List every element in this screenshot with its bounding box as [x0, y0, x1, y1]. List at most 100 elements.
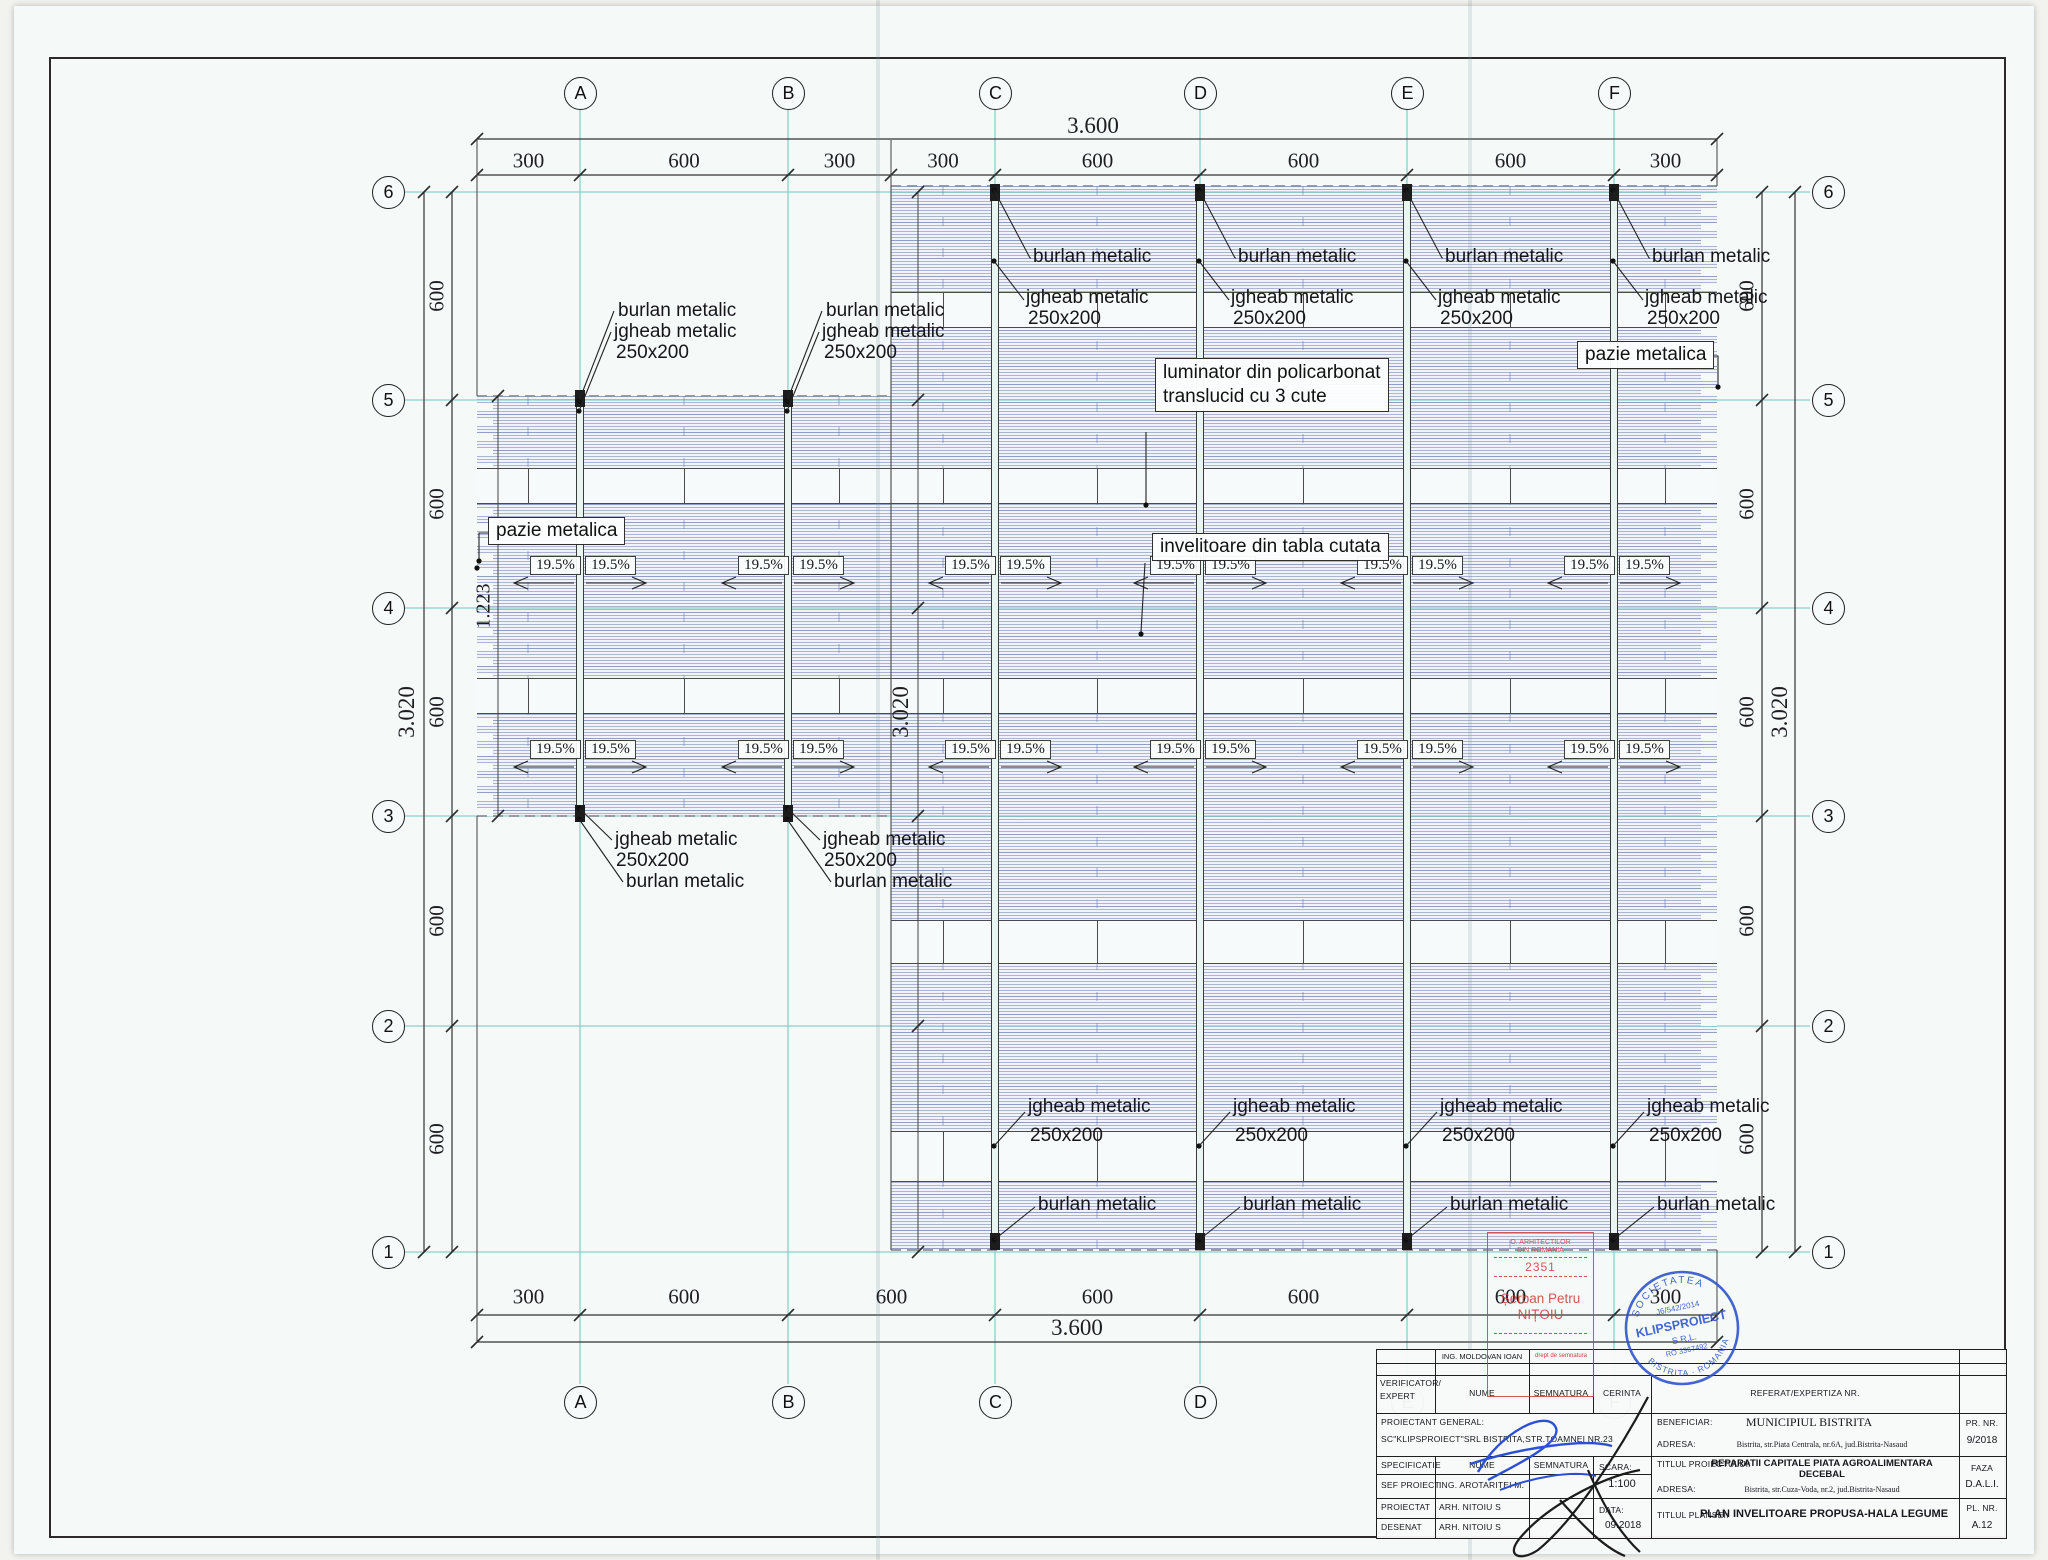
slope-label: 19.5%: [793, 740, 844, 759]
red-stamp-number: 2351: [1525, 1260, 1556, 1274]
blue-pen-signature-2: [1499, 1473, 1597, 1491]
pl-nr-label: PL. NR.: [1966, 1503, 1998, 1513]
slope-arrowhead-right: [839, 760, 856, 774]
dim-text-bottom-seg: 300: [1649, 1284, 1682, 1309]
band-divider: [1097, 1132, 1098, 1181]
band-divider: [943, 921, 944, 963]
data-label: DATA:: [1599, 1505, 1624, 1515]
adresa1-value: Bistrita, str.Piata Centrala, nr.6A, jud…: [1736, 1440, 1908, 1449]
slope-arrowhead-right: [1458, 576, 1475, 590]
verificator-label: VERIFICATOR/: [1380, 1378, 1442, 1388]
callout-jgheab-size-wing-bottom: 250x200: [616, 850, 689, 871]
callout-burlan-bottom: burlan metalic: [1657, 1194, 1776, 1215]
dim-text-top-seg: 300: [512, 148, 545, 173]
slope-label: 19.5%: [1564, 556, 1615, 575]
dim-text-top-seg: 600: [1287, 148, 1320, 173]
dim-tick: [1607, 168, 1621, 182]
slope-label: 19.5%: [945, 740, 996, 759]
band-divider: [1303, 1132, 1304, 1181]
leader: [1405, 260, 1437, 301]
band-divider: [1665, 293, 1666, 327]
faza-label: FAZA: [1970, 1463, 1994, 1473]
grid-bubble-left-4: 4: [372, 592, 405, 625]
dim-text-bottom-seg: 600: [1494, 1284, 1527, 1309]
dim-text-top-total: 3.600: [1067, 113, 1119, 138]
band-divider: [1303, 679, 1304, 713]
luminator-label-line1: luminator din policarbonat: [1163, 362, 1381, 383]
dim-tick: [445, 1019, 459, 1033]
dim-text-bottom-seg: 600: [875, 1284, 908, 1309]
leader: [786, 818, 832, 883]
dim-text-bottom-seg: 600: [1287, 1284, 1320, 1309]
dim-text-top-seg: 600: [1081, 148, 1114, 173]
pazie-label-left: pazie metalica: [488, 517, 626, 545]
dim-tick: [445, 601, 459, 615]
leader: [1405, 1206, 1448, 1241]
dim-tick: [911, 809, 925, 823]
leader: [578, 310, 615, 402]
callout-burlan-top: burlan metalic: [1652, 246, 1771, 267]
slope-arrowhead-right: [1665, 576, 1682, 590]
dim-tick: [445, 1245, 459, 1259]
band-divider: [1510, 921, 1511, 963]
desenat-label: DESENAT: [1381, 1522, 1422, 1532]
titlul-proiectului-2: DECEBAL: [1799, 1469, 1845, 1480]
band-divider: [1303, 921, 1304, 963]
leader-dot: [1143, 502, 1149, 508]
titlul-proiectului-1: REPARATII CAPITALE PIATA AGROALIMENTARA: [1711, 1458, 1933, 1469]
callout-burlan-top: burlan metalic: [1445, 246, 1564, 267]
proiectant-firm: SC"KLIPSPROIECT"SRL BISTRITA,STR.TOAMNEI…: [1381, 1434, 1613, 1444]
callout-jgheab-size-top: 250x200: [1028, 308, 1101, 329]
band-divider: [1510, 293, 1511, 327]
dim-text-top-seg: 300: [927, 148, 959, 173]
dim-tick: [1710, 132, 1724, 146]
slope-arrowhead-left: [512, 576, 529, 590]
callout-burlan-bottom: burlan metalic: [1243, 1194, 1362, 1215]
grid-bubble-right-1: 1: [1812, 1236, 1845, 1269]
callout-jgheab-top: jgheab metalic: [1231, 287, 1354, 308]
leader: [578, 818, 624, 883]
band-divider: [1510, 469, 1511, 503]
grid-bubble-left-3: 3: [372, 800, 405, 833]
slope-label: 19.5%: [1205, 740, 1256, 759]
dim-tick: [573, 1308, 587, 1322]
slope-arrowhead-left: [1546, 576, 1563, 590]
grid-bubble-left-1: 1: [372, 1236, 405, 1269]
slope-arrowhead-right: [1251, 576, 1268, 590]
callout-jgheab-size-wing-bottom: 250x200: [824, 850, 897, 871]
slope-arrowhead-left: [720, 576, 737, 590]
callout-jgheab-bottom: jgheab metalic: [1233, 1096, 1356, 1117]
titlul-proiectului-label: TITLUL PROIECTULUI:: [1657, 1459, 1751, 1469]
dim-tick: [573, 168, 587, 182]
red-stamp-name1: Șerban Petru: [1500, 1291, 1581, 1306]
callout-jgheab-wing-bottom: jgheab metalic: [823, 829, 946, 850]
slope-label: 19.5%: [1619, 556, 1670, 575]
slope-label: 19.5%: [530, 556, 581, 575]
leader: [1198, 189, 1236, 259]
band-divider: [1097, 921, 1098, 963]
grid-bubble-bottom-B: B: [772, 1386, 805, 1419]
leader: [993, 1206, 1036, 1241]
slope-arrowhead-left: [1132, 760, 1149, 774]
callout-jgheab-size-bottom: 250x200: [1442, 1125, 1515, 1146]
callout-jgheab-size-bottom: 250x200: [1030, 1125, 1103, 1146]
dim-tick: [445, 809, 459, 823]
data-value: 09.2018: [1605, 1520, 1642, 1531]
company-blue-stamp: SOCIETATEA J6/542/2014 KLIPSPROIECT S.R.…: [1624, 1269, 1740, 1386]
band-divider: [528, 679, 529, 713]
dim-tick: [1755, 185, 1769, 199]
slope-arrowhead-right: [1251, 760, 1268, 774]
dim-text-top-seg: 300: [823, 148, 856, 173]
leader: [993, 1111, 1026, 1147]
pr-nr-value: 9/2018: [1966, 1435, 1998, 1446]
grid-bubble-left-5: 5: [372, 384, 405, 417]
band-divider: [1303, 469, 1304, 503]
grid-bubble-right-6: 6: [1812, 176, 1845, 209]
callout-jgheab-top: jgheab metalic: [1438, 287, 1561, 308]
leader: [786, 310, 823, 402]
dim-tick: [781, 168, 795, 182]
callout-burlan-bottom: burlan metalic: [1450, 1194, 1569, 1215]
leader: [786, 807, 821, 841]
invelitoare-label: invelitoare din tabla cutata: [1152, 533, 1389, 561]
